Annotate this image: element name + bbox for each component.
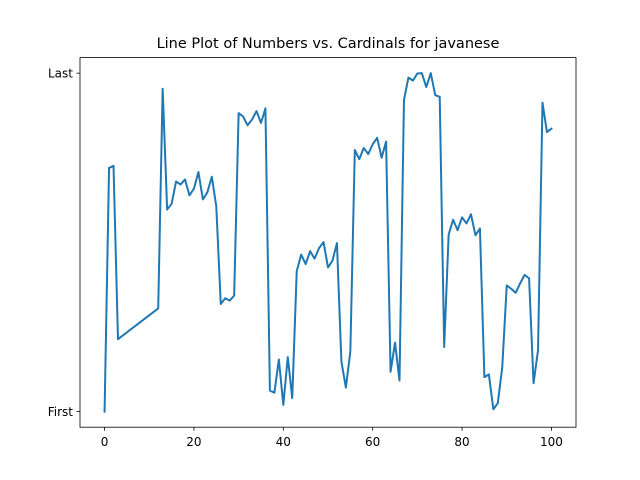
x-tick-label: 80 [454, 435, 469, 449]
x-tick-label: 0 [101, 435, 109, 449]
series-line-0 [103, 72, 553, 413]
plot-area [103, 72, 553, 413]
x-tick-label: 40 [276, 435, 291, 449]
y-axis: First Last [48, 67, 80, 419]
x-tick-label: 60 [365, 435, 380, 449]
axes-frame [79, 57, 577, 428]
x-tick-label: 20 [186, 435, 201, 449]
chart-title: Line Plot of Numbers vs. Cardinals for j… [157, 36, 500, 52]
y-tick-label: Last [48, 67, 73, 81]
x-axis: 0 20 40 60 80 100 [101, 427, 563, 449]
y-tick-label: First [48, 405, 74, 419]
x-tick-label: 100 [540, 435, 563, 449]
